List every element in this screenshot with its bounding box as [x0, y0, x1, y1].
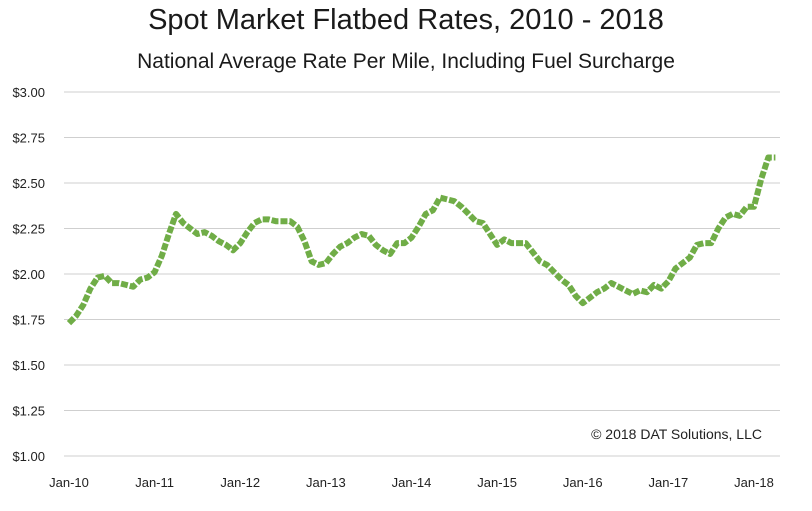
x-tick-label: Jan-15 — [477, 475, 517, 490]
y-tick-label: $3.00 — [12, 85, 45, 100]
gridlines — [64, 91, 780, 457]
x-tick-label: Jan-16 — [563, 475, 603, 490]
x-tick-label: Jan-10 — [49, 475, 89, 490]
x-tick-label: Jan-12 — [220, 475, 260, 490]
y-tick-label: $2.25 — [12, 222, 45, 237]
x-axis-ticks: Jan-10 Jan-11 Jan-12 Jan-13 Jan-14 Jan-15 Jan-… — [49, 475, 774, 490]
y-tick-label: $1.75 — [12, 313, 45, 328]
x-tick-label: Jan-14 — [392, 475, 432, 490]
x-tick-label: Jan-13 — [306, 475, 346, 490]
y-tick-label: $1.00 — [12, 449, 45, 464]
y-axis-ticks: $3.00 $2.75 $2.50 $2.25 $2.00 $1.75 $1.50 $1.25… — [12, 85, 45, 464]
x-tick-label: Jan-11 — [135, 475, 174, 490]
y-tick-label: $1.25 — [12, 404, 45, 419]
copyright-annotation: © 2018 DAT Solutions, LLC — [591, 426, 762, 442]
y-tick-label: $2.50 — [12, 176, 45, 191]
y-tick-label: $2.00 — [12, 267, 45, 282]
chart-title: Spot Market Flatbed Rates, 2010 - 2018 — [148, 4, 664, 36]
chart-subtitle: National Average Rate Per Mile, Includin… — [137, 50, 675, 73]
y-tick-label: $1.50 — [12, 358, 45, 373]
x-tick-label: Jan-18 — [734, 475, 774, 490]
y-tick-label: $2.75 — [12, 131, 45, 146]
x-tick-label: Jan-17 — [649, 475, 689, 490]
series-line — [66, 154, 776, 326]
series-group — [66, 154, 776, 326]
